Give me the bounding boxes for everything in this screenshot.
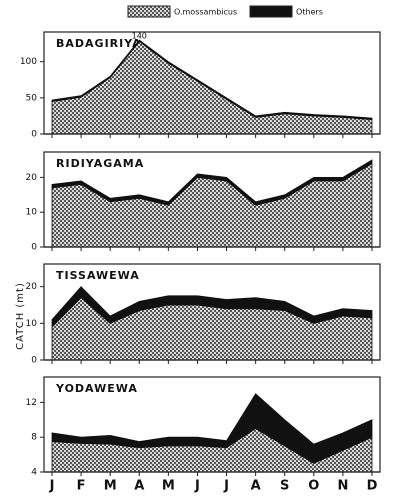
x-tick-label: D <box>367 479 378 494</box>
x-tick-label: A <box>134 479 144 494</box>
y-tick-label: 0 <box>31 243 37 253</box>
y-tick-label: 10 <box>26 319 38 329</box>
area <box>51 39 373 120</box>
x-tick-label: F <box>77 479 86 494</box>
y-tick-label: 20 <box>26 282 38 292</box>
y-tick-label: 10 <box>26 208 38 218</box>
y-tick-label: 12 <box>26 398 37 408</box>
legend-label: O.mossambicus <box>174 8 237 17</box>
x-tick-label: O <box>308 479 319 494</box>
y-tick-label: 0 <box>31 130 37 140</box>
annotation: 140 <box>132 32 147 41</box>
area <box>51 286 373 328</box>
legend-label: Others <box>296 8 323 17</box>
y-tick-label: 50 <box>26 93 38 103</box>
y-tick-label: 20 <box>26 173 38 183</box>
panel-title: TISSAWEWA <box>56 269 140 282</box>
x-tick-label: J <box>194 479 200 494</box>
panel-title: YODAWEWA <box>55 382 138 395</box>
y-tick-label: 0 <box>31 356 37 366</box>
y-tick-label: 8 <box>31 433 37 443</box>
area <box>51 393 373 464</box>
x-tick-label: M <box>162 479 175 494</box>
x-tick-label: S <box>280 479 289 494</box>
x-tick-label: J <box>223 479 229 494</box>
x-tick-label: A <box>251 479 261 494</box>
y-axis-label: CATCH (mt) <box>15 282 26 350</box>
x-tick-label: N <box>337 479 348 494</box>
panel-title: RIDIYAGAMA <box>56 157 144 170</box>
x-tick-label: M <box>104 479 117 494</box>
area <box>51 159 373 206</box>
panel-title: BADAGIRIYA <box>56 37 142 50</box>
area <box>51 40 373 135</box>
y-tick-label: 4 <box>31 468 37 478</box>
legend-swatch <box>249 5 293 18</box>
x-tick-label: J <box>49 479 55 494</box>
y-tick-label: 100 <box>20 57 37 67</box>
legend-swatch <box>127 5 171 18</box>
